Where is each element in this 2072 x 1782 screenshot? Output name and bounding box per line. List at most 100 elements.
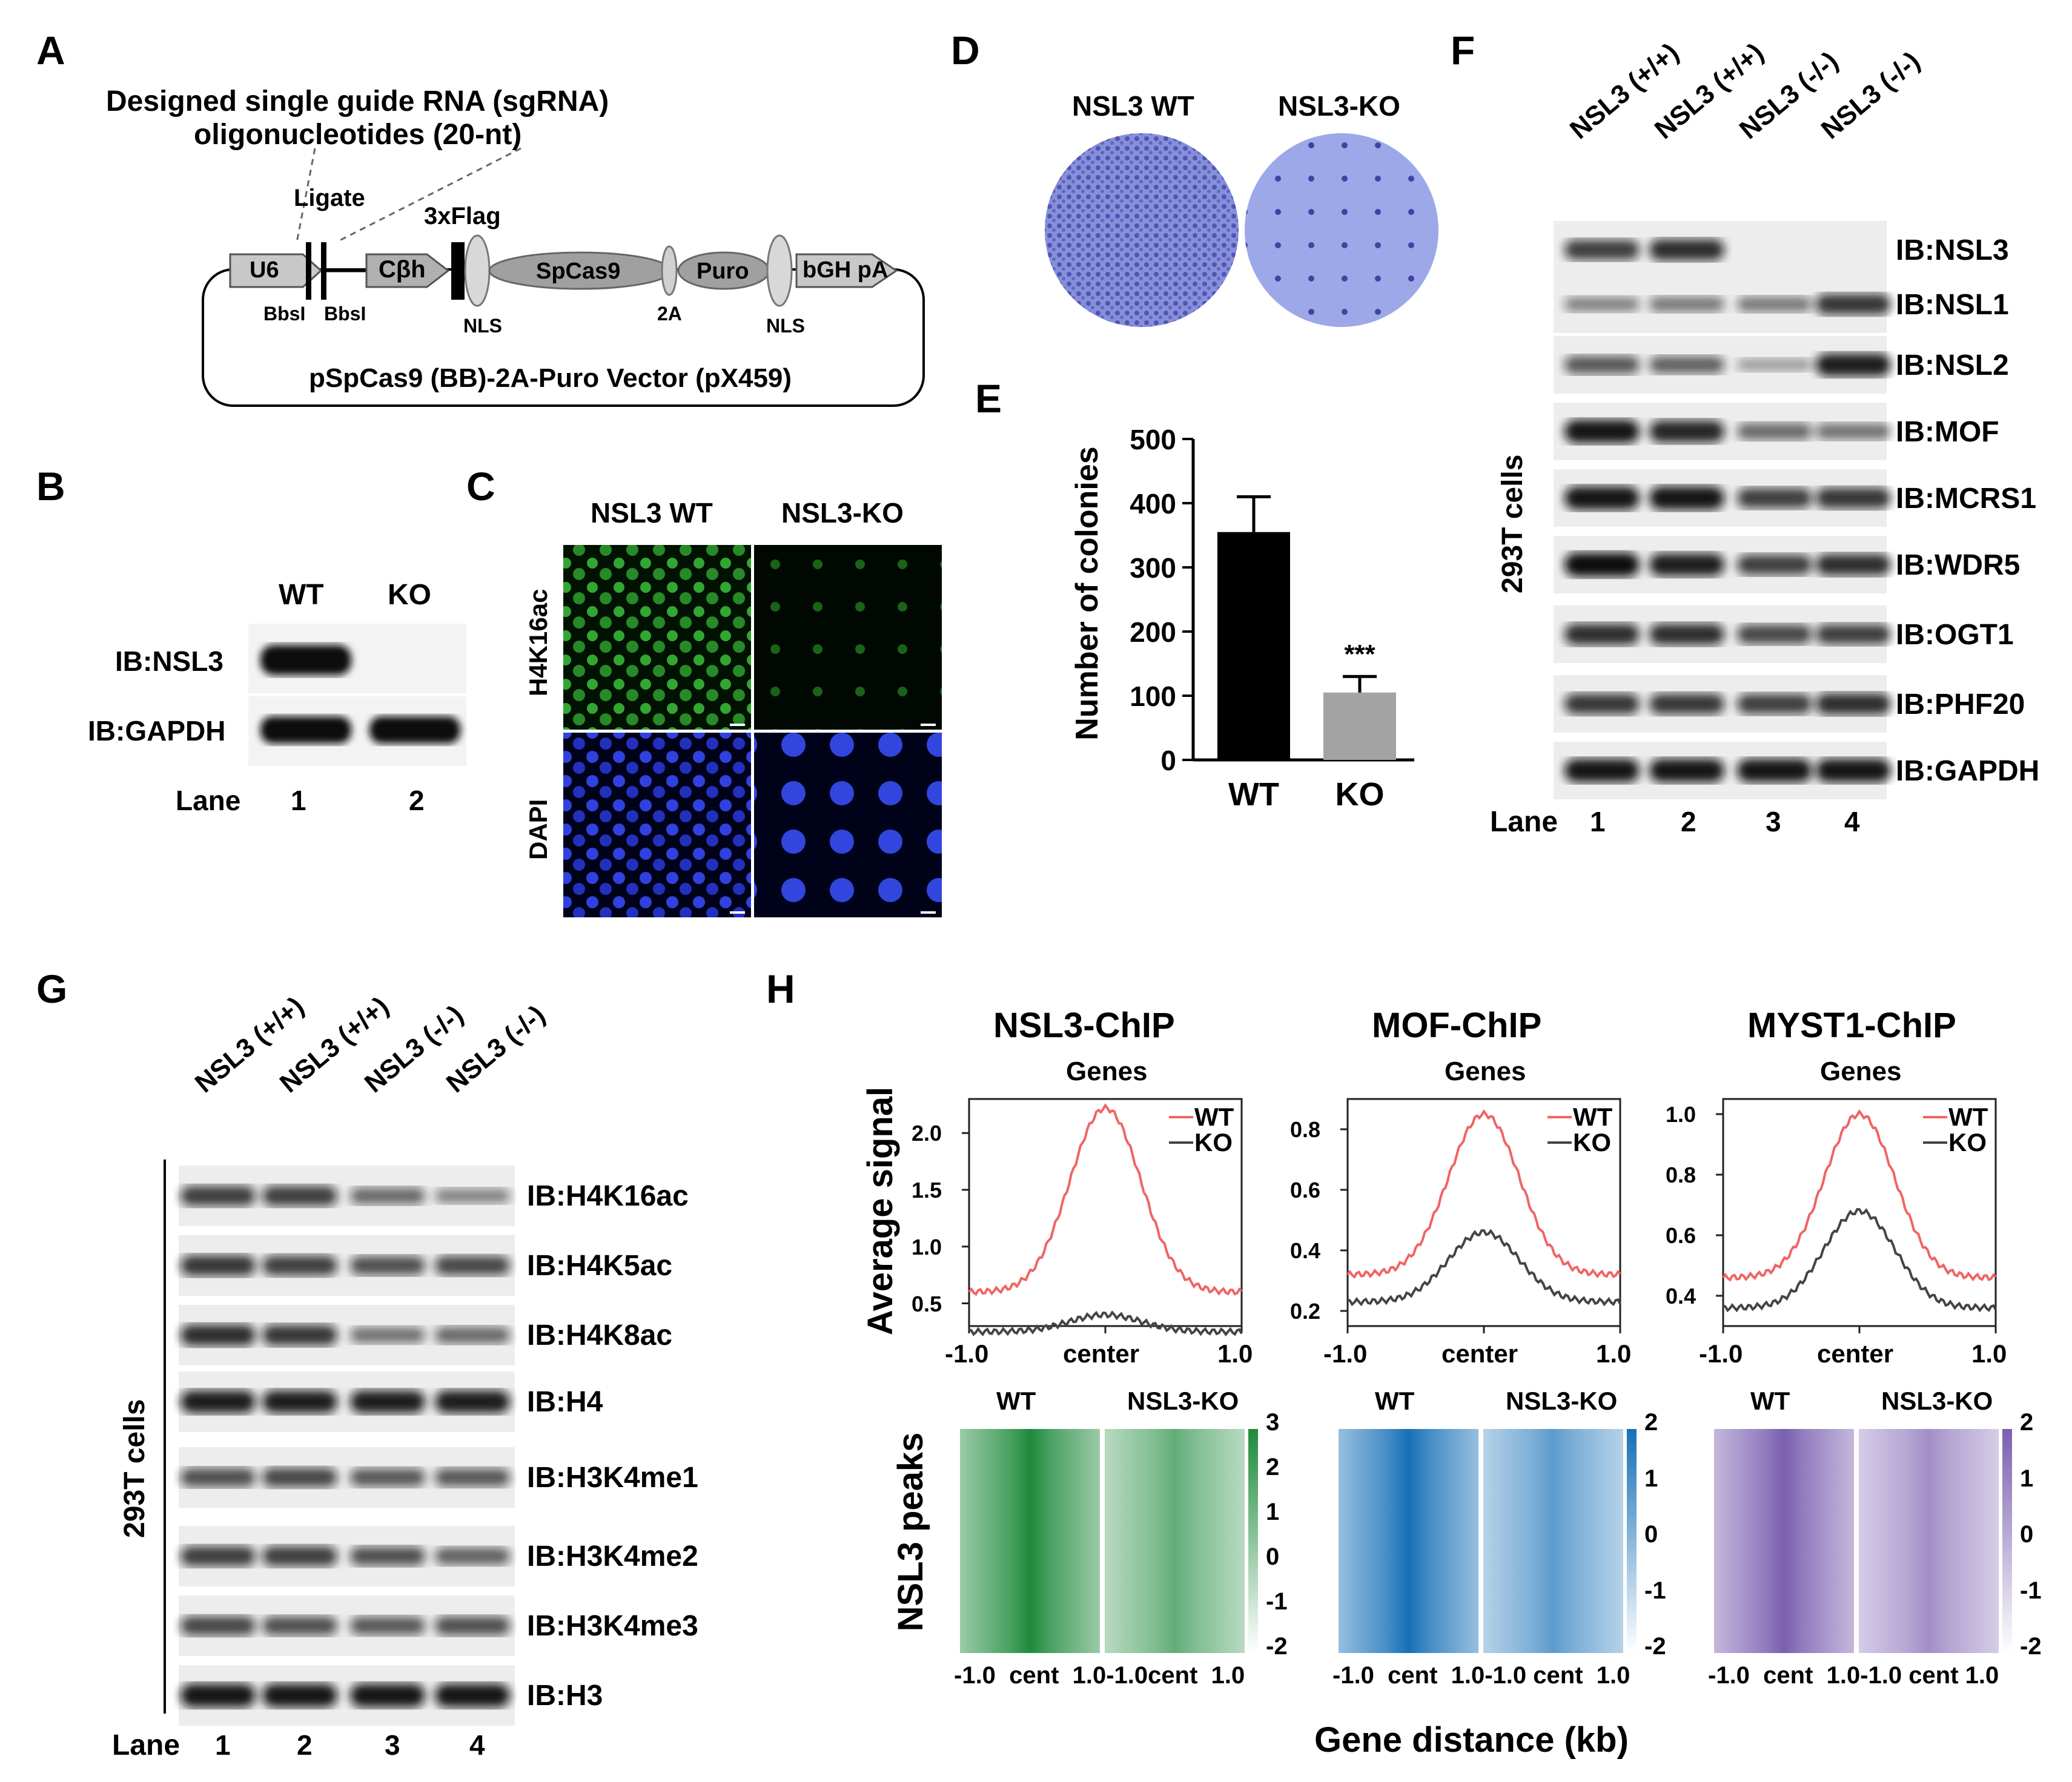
e-significance: *** [1344,639,1375,669]
h-colorbar [2002,1429,2012,1653]
h-heatmap-ko [1105,1429,1245,1653]
f-band [1564,297,1640,312]
f-lane-number: 2 [1681,806,1696,837]
h-chart-subtitle: Genes [1820,1057,1902,1086]
nls-label-1: NLS [463,315,502,337]
h-y-tick-label: 1.0 [912,1234,942,1259]
g-row-label: IB:H3K4me3 [527,1610,698,1642]
f-band [1737,296,1812,312]
h-heatmap-left-label: WT [1750,1387,1790,1415]
h-colorbar-tick: -1 [1266,1588,1288,1615]
panel-h-xlabel: Gene distance (kb) [1314,1720,1629,1760]
f-row-label: IB:NSL2 [1896,349,2009,381]
e-category-label: KO [1336,776,1385,813]
h-y-tick-label: 0.5 [912,1291,942,1316]
e-y-tick-label: 400 [1130,488,1176,520]
plate-col-wt: NSL3 WT [1072,90,1194,122]
h-chart-subtitle: Genes [1066,1057,1148,1086]
panel-label-c: C [466,464,495,509]
g-band [350,1256,425,1275]
h-heatmap-left-label: WT [996,1387,1036,1415]
g-band [180,1255,256,1276]
g-band [435,1327,510,1344]
h-heatmap-right-label: NSL3-KO [1127,1387,1239,1415]
f-band [1816,353,1891,377]
g-band [435,1390,510,1413]
panel-label-a: A [36,28,65,73]
h-heatmap-ko [1483,1429,1623,1653]
f-band [1564,239,1640,260]
h-colorbar-tick: -1 [1644,1577,1666,1604]
h-y-tick-label: 1.0 [1666,1102,1696,1127]
g-band [435,1547,510,1565]
h-legend-label: WT [1194,1103,1234,1131]
h-colorbar-tick: 0 [2020,1521,2034,1548]
h-series-line [1347,1229,1621,1307]
h-colorbar-tick: 1 [1266,1499,1280,1525]
h-heatmap-left-label: WT [1375,1387,1415,1415]
h-heatmap-right-label: NSL3-KO [1506,1387,1618,1415]
f-band [1737,759,1812,782]
blot-b-row-nsl3: IB:NSL3 [115,645,223,677]
g-band [262,1467,337,1488]
g-band [350,1327,425,1344]
puro-label: Puro [697,259,749,284]
f-band [1564,623,1640,645]
bbsi-label-2: BbsI [324,303,366,325]
flag-label: 3xFlag [424,203,501,229]
if-col-wt: NSL3 WT [591,497,713,529]
h-colorbar [1248,1429,1258,1653]
h-x-tick-label: -1.0 [945,1339,989,1368]
g-lane-number: 4 [469,1729,485,1761]
h-legend-label: KO [1194,1128,1233,1157]
f-row-label: IB:NSL3 [1896,234,2009,266]
g-band [262,1324,337,1346]
g-band [262,1186,337,1206]
f-band [1564,693,1640,714]
g-band [262,1546,337,1566]
h-chart-title: MYST1-ChIP [1747,1006,1956,1045]
g-row-label: IB:H3 [527,1680,603,1712]
h-legend-label: WT [1948,1103,1988,1131]
f-lane-number: 1 [1590,806,1606,837]
f-band [1816,624,1891,645]
h-series-line [968,1310,1243,1337]
g-row-label: IB:H4K16ac [527,1180,689,1212]
panel-label-e: E [975,376,1002,421]
h-legend-label: KO [1573,1128,1611,1157]
h-x-tick-label: -1.0 [1699,1339,1743,1368]
g-band [180,1324,256,1346]
g-band [262,1616,337,1635]
panel-g-lane-label: Lane [112,1729,180,1761]
plate-col-ko: NSL3-KO [1278,90,1400,122]
panel-h-ylabel: Average signal [861,1086,900,1336]
f-band [1737,423,1812,440]
g-row-label: IB:H3K4me2 [527,1540,698,1572]
g-band [435,1468,510,1487]
e-y-tick-label: 200 [1130,616,1176,648]
f-band [1737,554,1812,575]
f-band [1816,693,1891,715]
h-series-line [968,1103,1243,1296]
bgh-label: bGH pA [803,257,889,283]
f-band [1816,423,1891,440]
panel-f-lane-label: Lane [1490,806,1558,838]
f-row-label: IB:GAPDH [1896,754,2040,787]
h-heatmap-xticks: -1.0 cent 1.0-1.0 cent 1.0 [1332,1662,1630,1689]
f-band [1737,693,1812,714]
f-band [1649,759,1724,782]
f-row-label: IB:MCRS1 [1896,482,2037,515]
g-band [180,1683,256,1708]
h-heatmap-wt [1714,1429,1854,1653]
f-band [1649,693,1724,714]
g-band [435,1255,510,1276]
nls-label-2: NLS [766,315,805,337]
g-band [180,1390,256,1413]
vector-label: pSpCas9 (BB)-2A-Puro Vector (pX459) [309,363,792,393]
h-y-tick-label: 1.5 [912,1178,942,1203]
panel-label-h: H [766,966,795,1011]
